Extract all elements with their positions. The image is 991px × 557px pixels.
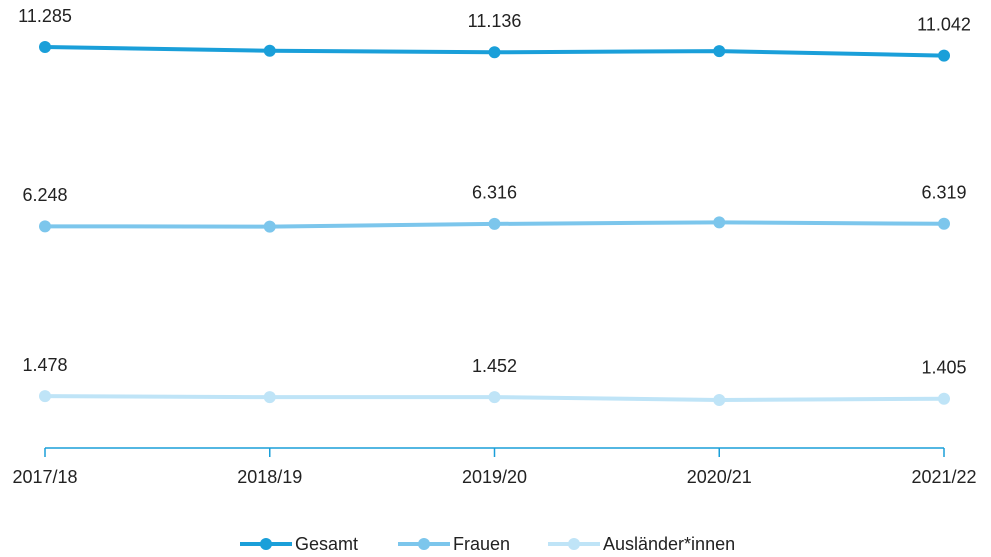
data-point <box>488 217 501 230</box>
data-point <box>39 220 51 233</box>
data-label: 6.248 <box>22 185 67 205</box>
data-point <box>263 391 276 404</box>
data-label: 6.316 <box>472 183 517 203</box>
x-tick-label: 2021/22 <box>911 467 976 487</box>
x-tick-label: 2019/20 <box>462 467 527 487</box>
data-point <box>39 41 51 53</box>
legend-marker <box>260 538 272 550</box>
data-label: 1.478 <box>22 355 67 375</box>
legend-label: Frauen <box>453 534 510 554</box>
legend-marker <box>418 538 430 550</box>
x-tick-label: 2018/19 <box>237 467 302 487</box>
data-label: 1.405 <box>921 358 966 378</box>
x-tick-label: 2017/18 <box>12 467 77 487</box>
legend-label: Gesamt <box>295 534 358 554</box>
data-point <box>263 44 276 57</box>
data-point <box>488 46 501 59</box>
data-point <box>938 217 950 230</box>
legend-marker <box>568 538 580 550</box>
data-point <box>488 391 501 404</box>
data-point <box>938 49 950 62</box>
x-tick-label: 2020/21 <box>687 467 752 487</box>
data-point <box>263 220 276 233</box>
data-point <box>39 390 51 403</box>
data-label: 1.452 <box>472 356 517 376</box>
data-label: 6.319 <box>921 183 966 203</box>
data-label: 11.285 <box>18 6 72 26</box>
data-point <box>713 394 726 406</box>
data-label: 11.136 <box>468 11 522 31</box>
data-point <box>713 216 726 229</box>
data-point <box>713 45 726 58</box>
data-label: 11.042 <box>917 14 971 34</box>
legend-label: Ausländer*innen <box>603 534 735 554</box>
data-point <box>938 392 950 405</box>
